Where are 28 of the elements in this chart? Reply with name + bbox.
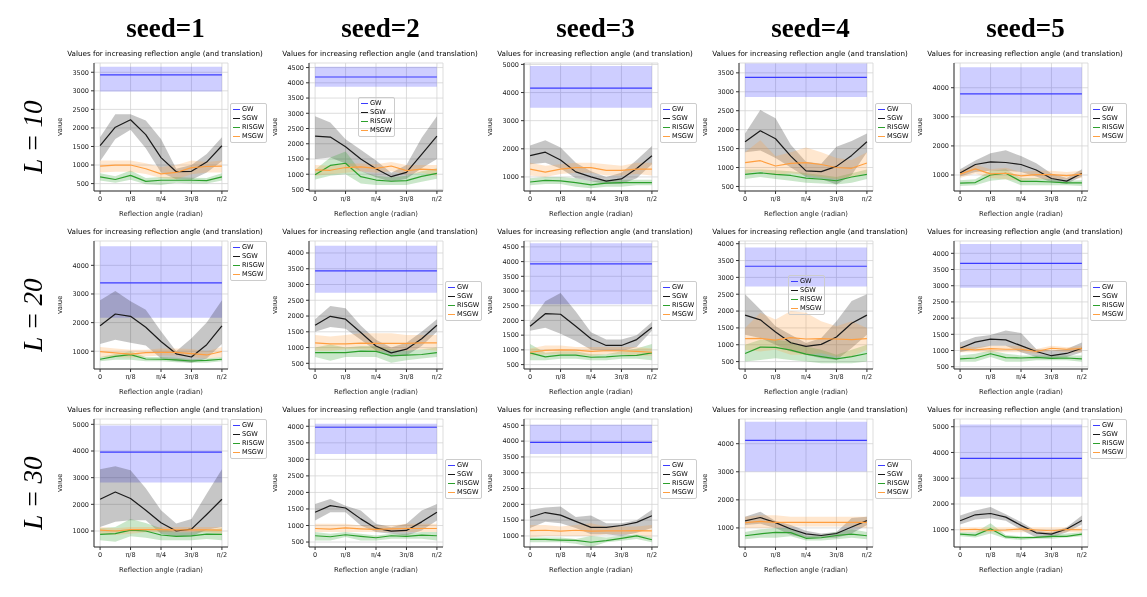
text: L = 20 <box>17 278 49 352</box>
text: seed=3 <box>555 12 636 45</box>
line-series <box>744 516 868 537</box>
text: seed=2 <box>340 12 421 45</box>
line-series <box>959 168 1083 177</box>
text: seed=4 <box>770 12 851 45</box>
line-series <box>744 314 868 348</box>
text: L = 30 <box>17 456 49 530</box>
line-series <box>529 151 653 182</box>
line-series <box>99 313 223 358</box>
line-series <box>99 491 223 532</box>
text: seed=1 <box>125 12 206 45</box>
line-series <box>529 511 653 529</box>
line-series <box>99 164 223 175</box>
text: L = 10 <box>17 100 49 174</box>
line-series <box>314 315 438 354</box>
line-series <box>744 346 868 360</box>
line-series <box>99 119 223 173</box>
line-series <box>744 130 868 173</box>
line-series <box>529 535 653 543</box>
line-series <box>959 338 1083 357</box>
text: seed=5 <box>985 12 1066 45</box>
line-series <box>314 135 438 178</box>
line-series <box>744 160 868 169</box>
line-series <box>314 505 438 532</box>
line-series <box>529 313 653 347</box>
line-series <box>314 162 438 182</box>
line-series <box>959 528 1083 539</box>
